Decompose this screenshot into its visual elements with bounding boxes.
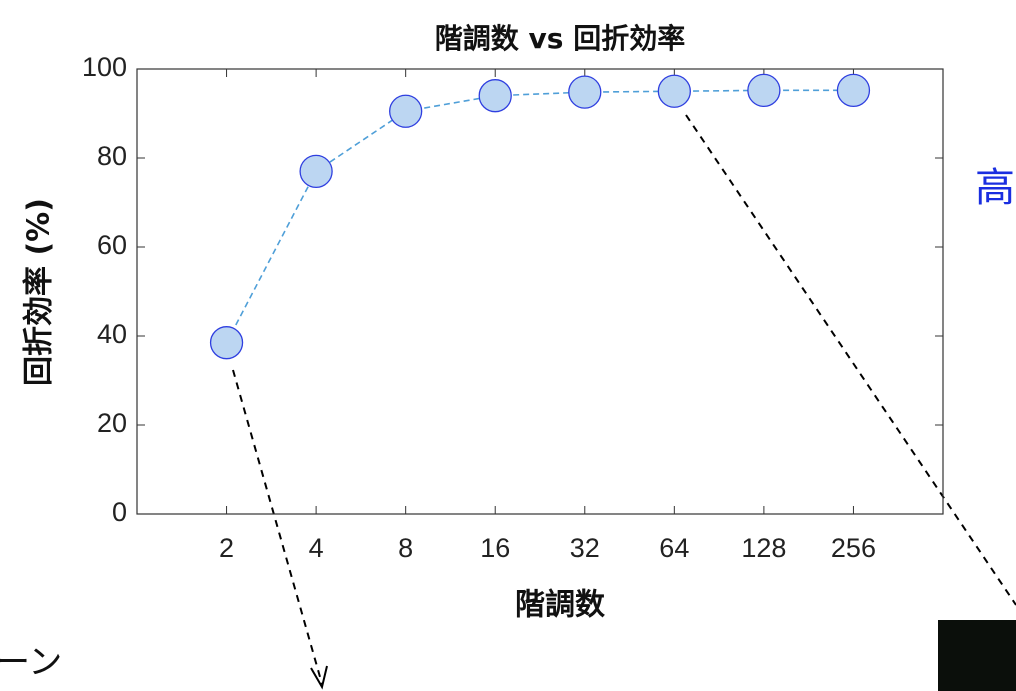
x-tick-label: 64 [659, 533, 689, 563]
data-point [568, 75, 602, 109]
side-text: 高 [975, 165, 1015, 211]
arrow-head [310, 665, 328, 690]
series-line [225, 89, 854, 344]
side-text: ーン [0, 643, 62, 683]
y-tick-label: 80 [97, 141, 127, 171]
y-axis-label: 回折効率 (%) [22, 198, 57, 386]
y-tick-label: 20 [97, 408, 127, 438]
data-point [299, 154, 333, 189]
annotation-arrows [232, 114, 1016, 685]
x-tick-label: 32 [570, 533, 600, 563]
x-tick-label: 256 [831, 533, 876, 563]
y-tick-label: 40 [97, 319, 127, 349]
x-tick-label: 4 [309, 533, 324, 563]
data-point [478, 79, 512, 113]
x-tick-label: 16 [480, 533, 510, 563]
data-point [747, 73, 781, 108]
data-point [389, 94, 423, 128]
data-point [657, 74, 691, 108]
y-tick-label: 0 [112, 497, 127, 527]
y-tick-label: 100 [82, 52, 127, 82]
data-point [836, 73, 871, 108]
image-fragment [938, 620, 1016, 691]
y-tick-label: 60 [97, 230, 127, 260]
x-axis-label: 階調数 [515, 588, 606, 623]
plot-frame [136, 68, 944, 515]
chart-title: 階調数 vs 回折効率 [435, 22, 685, 55]
x-tick-label: 2 [219, 533, 234, 563]
x-tick-label: 8 [398, 533, 413, 563]
data-point [209, 326, 244, 360]
x-tick-label: 128 [741, 533, 786, 563]
